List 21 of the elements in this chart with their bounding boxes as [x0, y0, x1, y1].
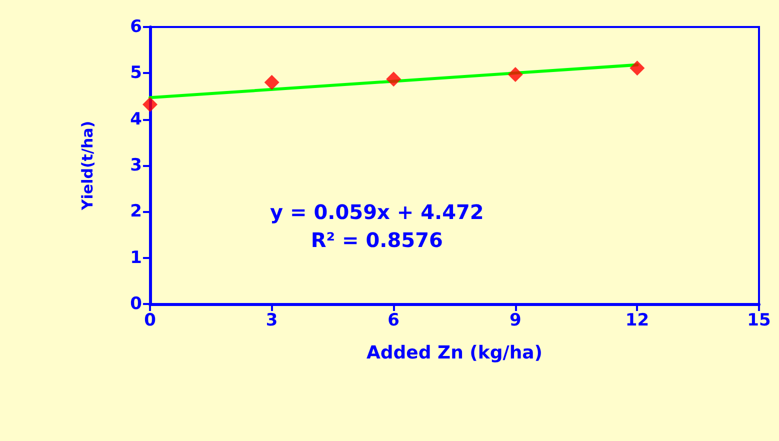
x-tick-label: 0 [144, 310, 156, 330]
y-tick-label: 4 [130, 109, 142, 130]
x-tick-label: 12 [625, 310, 650, 330]
point [142, 97, 158, 112]
y-tick-label: 2 [130, 202, 142, 222]
x-tick-label: 6 [388, 310, 400, 330]
x-axis-title: Added Zn (kg/ha) [366, 342, 543, 364]
y-axis-title: Yield(t/ha) [78, 120, 96, 212]
y-tick-label: 1 [130, 248, 142, 268]
x-tick-label: 3 [266, 310, 278, 330]
y-tick-label: 5 [130, 63, 142, 84]
y-tick-label: 3 [130, 156, 142, 176]
point [386, 72, 402, 87]
point [508, 67, 523, 82]
x-tick-label: 15 [747, 310, 771, 330]
annotation: y = 0.059x + 4.472 R² = 0.8576 [270, 200, 484, 252]
y-tick-label: 0 [130, 294, 142, 314]
point [264, 74, 280, 90]
x-tick-label: 9 [509, 310, 522, 330]
point [630, 60, 645, 76]
y-tick-label: 6 [130, 17, 142, 37]
